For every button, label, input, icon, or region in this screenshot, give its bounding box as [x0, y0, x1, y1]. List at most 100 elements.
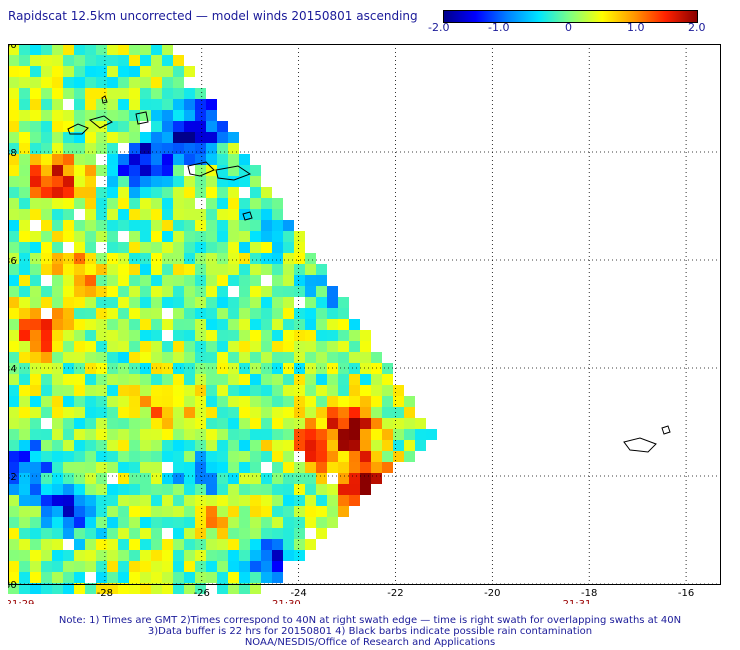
colorbar-tick-label: 0: [565, 21, 572, 34]
heatmap-cell: [184, 363, 195, 374]
heatmap-cell: [195, 374, 206, 385]
heatmap-cell: [41, 264, 52, 275]
heatmap-cell: [206, 396, 217, 407]
heatmap-cell: [162, 583, 173, 594]
heatmap-cell: [63, 407, 74, 418]
heatmap-cell: [30, 275, 41, 286]
heatmap-cell: [63, 374, 74, 385]
heatmap-cell: [250, 297, 261, 308]
heatmap-cell: [283, 352, 294, 363]
heatmap-cell: [195, 473, 206, 484]
heatmap-cell: [8, 264, 19, 275]
heatmap-cell: [173, 220, 184, 231]
heatmap-cell: [294, 407, 305, 418]
heatmap-cell: [338, 297, 349, 308]
heatmap-cell: [8, 231, 19, 242]
heatmap-cell: [206, 253, 217, 264]
heatmap-cell: [316, 462, 327, 473]
heatmap-cell: [228, 209, 239, 220]
heatmap-cell: [195, 583, 206, 594]
heatmap-cell: [217, 209, 228, 220]
heatmap-cell: [107, 330, 118, 341]
heatmap-cell: [162, 429, 173, 440]
heatmap-cell: [195, 517, 206, 528]
heatmap-cell: [162, 451, 173, 462]
heatmap-cell: [305, 352, 316, 363]
heatmap-cell: [8, 44, 19, 55]
heatmap-cell: [349, 385, 360, 396]
heatmap-cell: [52, 484, 63, 495]
heatmap-cell: [272, 561, 283, 572]
heatmap-cell: [41, 550, 52, 561]
heatmap-cell: [371, 407, 382, 418]
heatmap-cell: [140, 473, 151, 484]
heatmap-cell: [217, 198, 228, 209]
heatmap-cell: [85, 88, 96, 99]
heatmap-cell: [107, 462, 118, 473]
heatmap-cell: [52, 187, 63, 198]
heatmap-cell: [8, 275, 19, 286]
heatmap-cell: [195, 154, 206, 165]
heatmap-cell: [19, 451, 30, 462]
heatmap-cell: [173, 462, 184, 473]
heatmap-cell: [8, 308, 19, 319]
heatmap-cell: [85, 77, 96, 88]
heatmap-cell: [96, 187, 107, 198]
heatmap-cell: [162, 473, 173, 484]
heatmap-cell: [41, 132, 52, 143]
heatmap-cell: [118, 506, 129, 517]
heatmap-cell: [30, 198, 41, 209]
heatmap-cell: [173, 198, 184, 209]
heatmap-cell: [217, 440, 228, 451]
heatmap-cell: [151, 319, 162, 330]
heatmap-cell: [19, 407, 30, 418]
heatmap-cell: [184, 407, 195, 418]
heatmap-cell: [184, 99, 195, 110]
heatmap-cell: [338, 396, 349, 407]
heatmap-cell: [338, 484, 349, 495]
heatmap-cell: [151, 110, 162, 121]
heatmap-cell: [129, 330, 140, 341]
heatmap-cell: [272, 352, 283, 363]
heatmap-cell: [19, 550, 30, 561]
heatmap-cell: [129, 132, 140, 143]
heatmap-cell: [349, 396, 360, 407]
heatmap-cell: [107, 418, 118, 429]
heatmap-cell: [52, 440, 63, 451]
heatmap-cell: [107, 187, 118, 198]
heatmap-cell: [63, 517, 74, 528]
heatmap-cell: [52, 352, 63, 363]
heatmap-cell: [316, 308, 327, 319]
heatmap-cell: [19, 539, 30, 550]
heatmap-cell: [338, 440, 349, 451]
heatmap-cell: [52, 517, 63, 528]
heatmap-cell: [338, 385, 349, 396]
heatmap-cell: [338, 341, 349, 352]
heatmap-cell: [52, 572, 63, 583]
heatmap-cell: [173, 495, 184, 506]
heatmap-cell: [63, 396, 74, 407]
heatmap-cell: [261, 528, 272, 539]
heatmap-cell: [151, 374, 162, 385]
heatmap-cell: [30, 363, 41, 374]
heatmap-cell: [338, 451, 349, 462]
heatmap-cell: [8, 572, 19, 583]
heatmap-cell: [41, 352, 52, 363]
colorbar-tick-label: 2.0: [688, 21, 706, 34]
heatmap-cell: [261, 264, 272, 275]
heatmap-cell: [173, 407, 184, 418]
heatmap-cell: [415, 429, 426, 440]
heatmap-cell: [173, 418, 184, 429]
heatmap-cell: [272, 396, 283, 407]
heatmap-cell: [239, 440, 250, 451]
heatmap-cell: [140, 275, 151, 286]
heatmap-cell: [63, 55, 74, 66]
heatmap-cell: [217, 121, 228, 132]
heatmap-cell: [283, 451, 294, 462]
heatmap-cell: [19, 143, 30, 154]
heatmap-cell: [52, 495, 63, 506]
heatmap-cell: [30, 550, 41, 561]
heatmap-cell: [8, 132, 19, 143]
heatmap-cell: [107, 429, 118, 440]
heatmap-cell: [8, 506, 19, 517]
